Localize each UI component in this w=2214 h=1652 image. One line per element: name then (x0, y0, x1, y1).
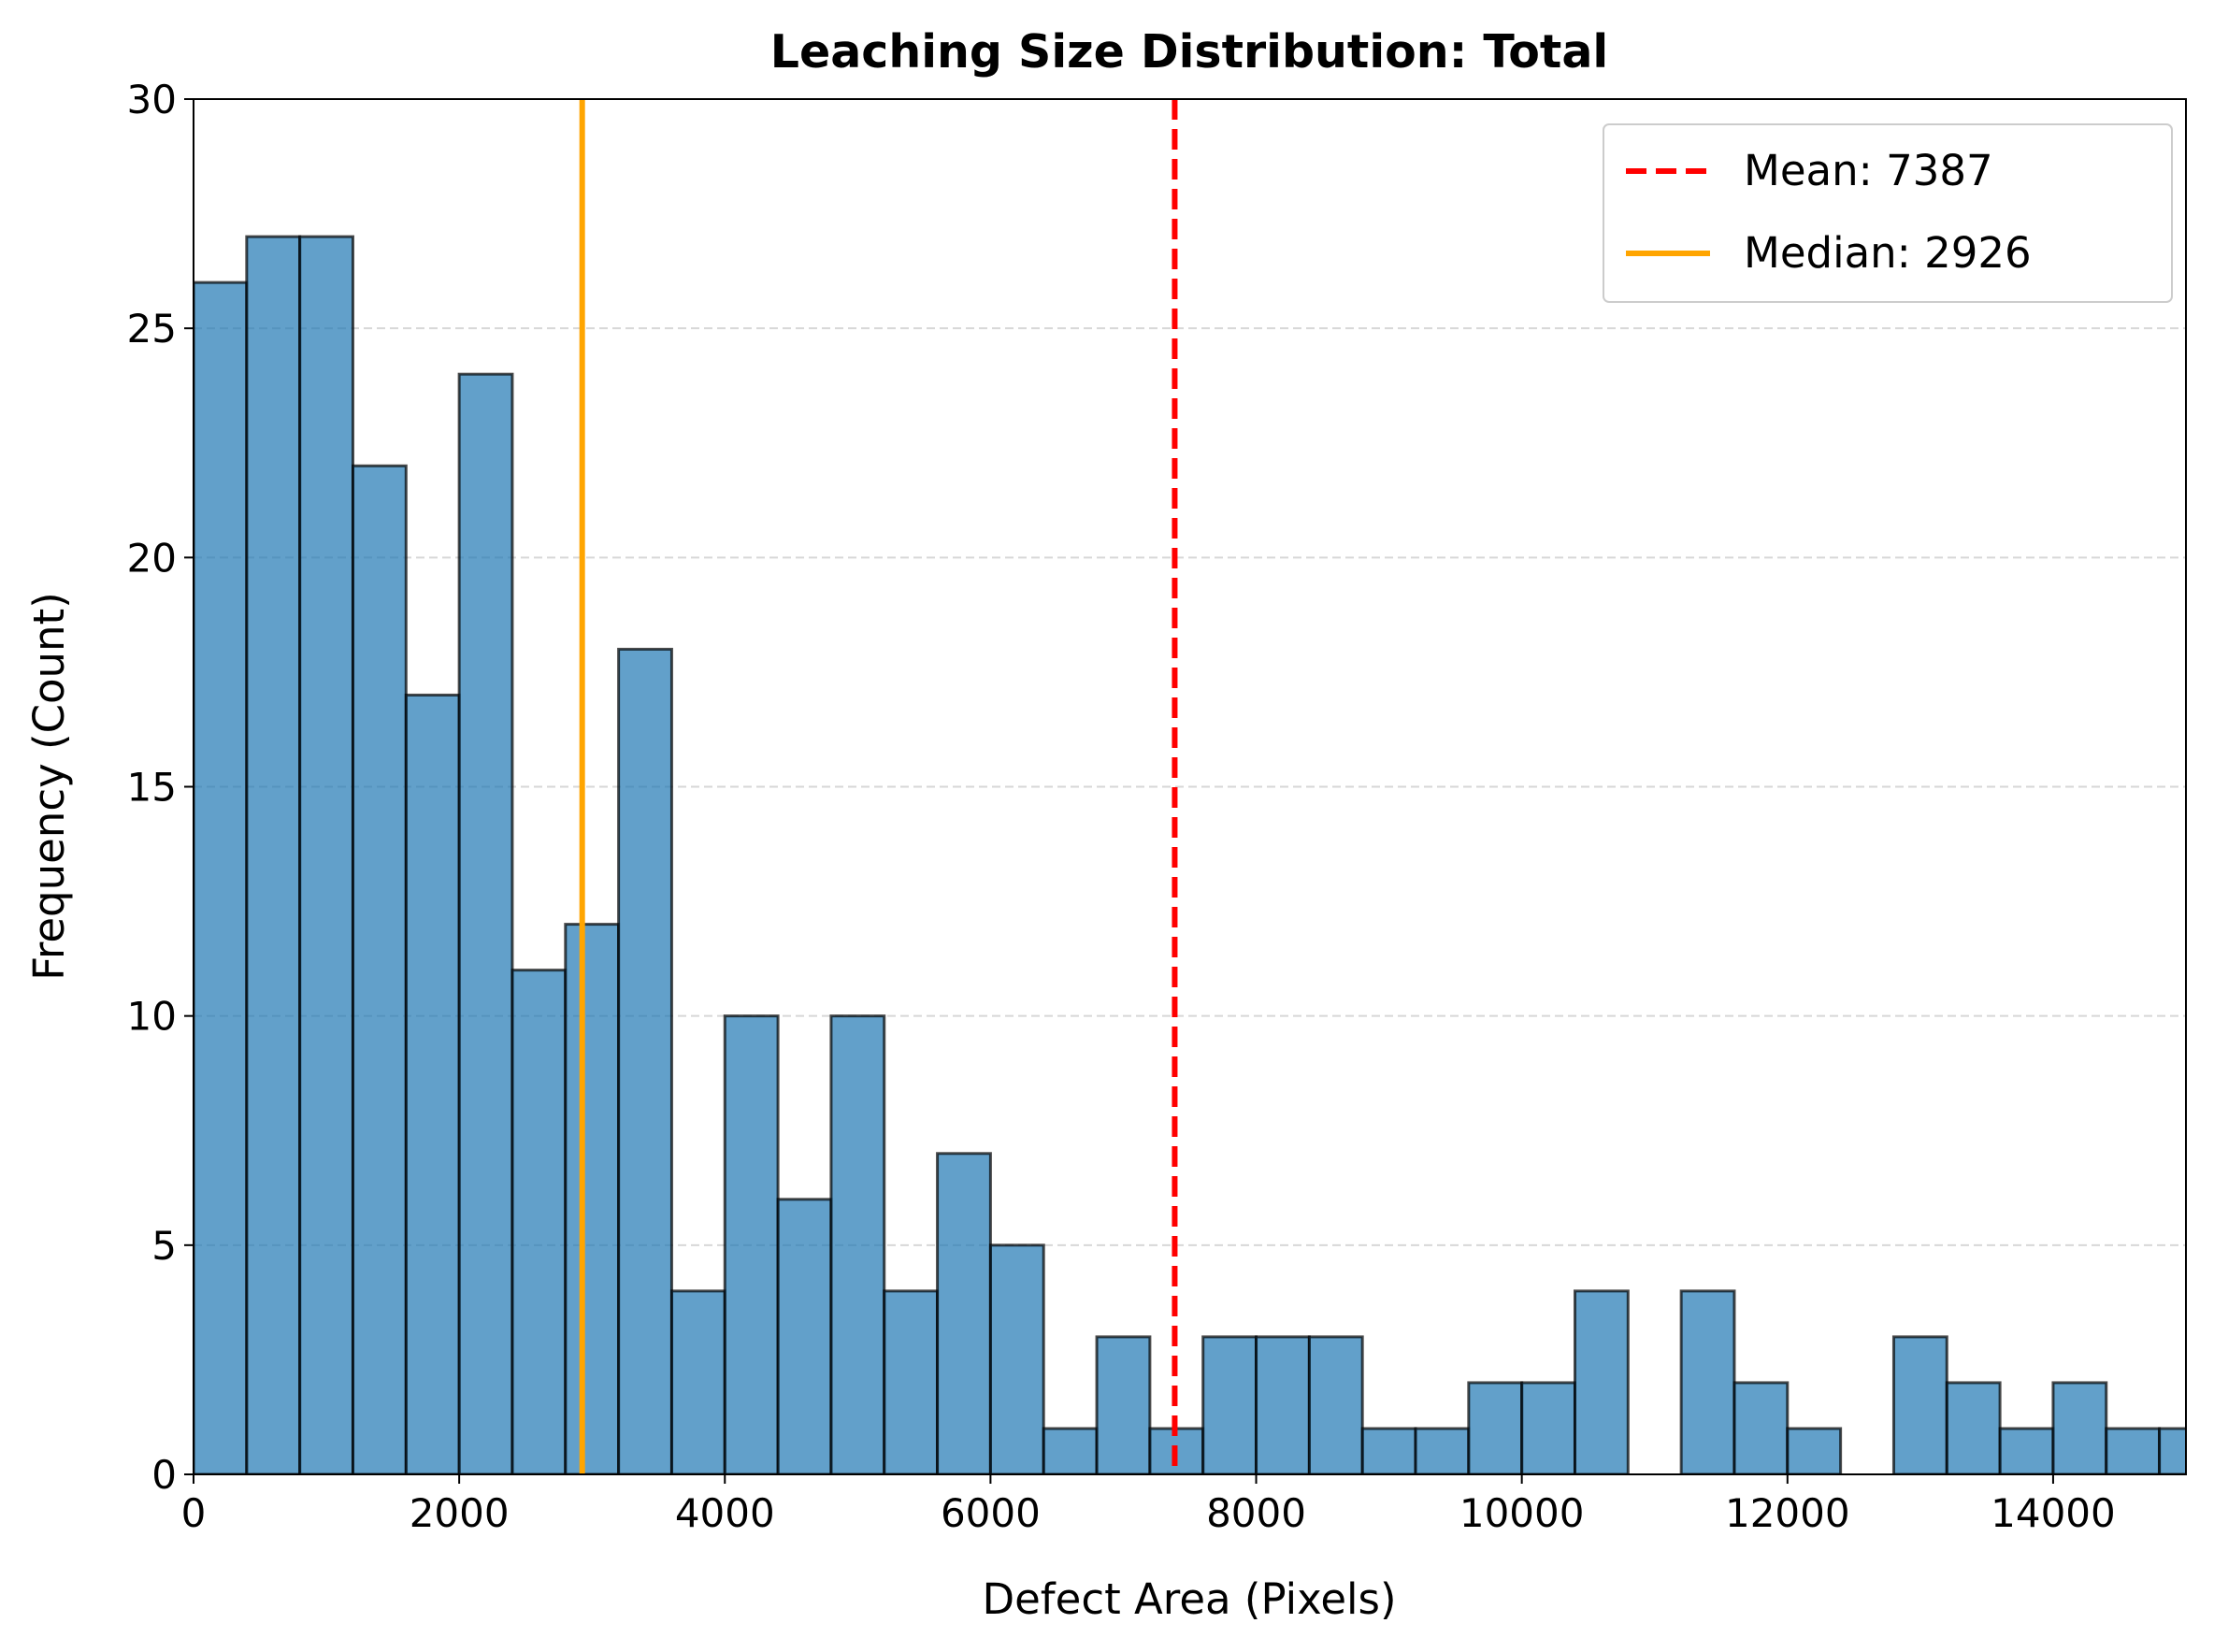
x-tick-label: 12000 (1725, 1490, 1850, 1536)
bar (1255, 1335, 1311, 1474)
y-tick-label: 25 (127, 306, 177, 352)
y-tick-label: 15 (127, 765, 177, 811)
bar (829, 1014, 886, 1474)
bar (936, 1152, 992, 1474)
bar (2105, 1427, 2162, 1474)
bar (723, 1014, 780, 1474)
x-tick-label: 0 (181, 1490, 207, 1536)
x-tick-label: 4000 (675, 1490, 775, 1536)
y-tick-label: 5 (151, 1223, 177, 1269)
bar (510, 969, 568, 1474)
bar (404, 693, 461, 1474)
legend: Mean: 7387 Median: 2926 (1603, 123, 2173, 303)
y-tick-label: 20 (127, 535, 177, 581)
bar (564, 923, 621, 1474)
bar (1573, 1289, 1630, 1474)
bar (298, 235, 354, 1474)
bar (1891, 1335, 1948, 1474)
x-tick-label: 6000 (941, 1490, 1041, 1536)
reference-lines (579, 99, 1178, 1474)
y-tick-label: 10 (127, 994, 177, 1040)
bar (1732, 1381, 1790, 1474)
bar (1095, 1335, 1152, 1474)
y-tick-label: 0 (151, 1452, 177, 1498)
y-axis-label: Frequency (Count) (24, 592, 74, 981)
bar (776, 1198, 833, 1474)
bar (1201, 1335, 1258, 1474)
chart-title: Leaching Size Distribution: Total (770, 25, 1608, 79)
x-tick-label: 8000 (1206, 1490, 1306, 1536)
bar (1945, 1381, 2002, 1474)
bar (1786, 1427, 1843, 1474)
bar (245, 235, 302, 1474)
bar (194, 280, 249, 1474)
bar (1679, 1289, 1736, 1474)
x-tick-label: 2000 (410, 1490, 510, 1536)
y-tick-label: 30 (127, 77, 177, 122)
x-tick-label: 10000 (1459, 1490, 1585, 1536)
bar (2158, 1427, 2186, 1474)
bar (883, 1289, 940, 1474)
bar (2051, 1381, 2108, 1474)
bar (351, 464, 408, 1474)
bars (194, 235, 2186, 1474)
bar (1414, 1427, 1471, 1474)
legend-label: Mean: 7387 (1744, 146, 1993, 195)
bar (1307, 1335, 1364, 1474)
bar (1042, 1427, 1099, 1474)
bar (669, 1289, 726, 1474)
bar (1998, 1427, 2055, 1474)
bar (1520, 1381, 1576, 1474)
legend-box (1603, 123, 2173, 303)
legend-label: Median: 2926 (1744, 228, 2032, 278)
x-tick-label: 14000 (1991, 1490, 2116, 1536)
ticks: 0 5 10 15 20 25 30 0 2000 4000 6000 8000 10000 12000 1… (127, 77, 2116, 1536)
bar (1360, 1427, 1417, 1474)
bar (988, 1243, 1045, 1474)
bar (617, 647, 673, 1474)
bar (457, 372, 514, 1474)
x-axis-label: Defect Area (Pixels) (982, 1574, 1396, 1624)
bar (1467, 1381, 1524, 1474)
